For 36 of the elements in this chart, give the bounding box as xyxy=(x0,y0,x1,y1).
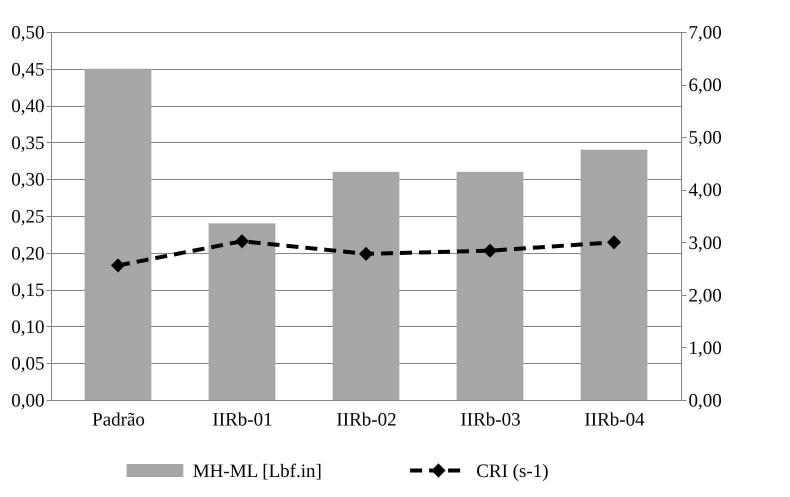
bar xyxy=(580,150,648,400)
y-tick-label: 0,05 xyxy=(11,354,44,375)
y2-tick-label: 6,00 xyxy=(688,75,722,96)
x-tick-label: IIRb-02 xyxy=(336,410,397,430)
bar xyxy=(208,223,276,400)
y-tick-label: 0,00 xyxy=(11,390,44,412)
y-tick-label: 0,50 xyxy=(11,22,44,44)
bar xyxy=(84,68,152,400)
x-tick-label: Padrão xyxy=(92,410,145,430)
point xyxy=(358,246,374,261)
point xyxy=(234,234,250,248)
y-tick-label: 0,10 xyxy=(11,316,44,338)
y-tick-label: 0,45 xyxy=(11,59,44,80)
point xyxy=(606,235,622,250)
y-tick-label: 0,20 xyxy=(11,243,44,264)
x-tick-label: IIRb-03 xyxy=(460,410,521,430)
bar xyxy=(456,172,524,400)
y2-tick-label: 1,00 xyxy=(688,338,722,359)
y-tick-label: 0,30 xyxy=(11,170,44,191)
y2-tick-label: 2,00 xyxy=(688,285,722,306)
y2-tick-label: 7,00 xyxy=(688,22,722,44)
x-tick-label: IIRb-01 xyxy=(212,410,273,430)
y-tick-label: 0,15 xyxy=(11,280,44,302)
y2-tick-label: 3,00 xyxy=(688,232,722,254)
y-tick-label: 0,25 xyxy=(11,206,44,228)
y2-tick-label: 0,00 xyxy=(688,390,722,412)
legend-label: MH-ML [Lbf.in] xyxy=(192,461,322,482)
point xyxy=(110,258,126,272)
point xyxy=(482,244,498,258)
legend-label: CRI (s-1) xyxy=(476,461,549,482)
y-tick-label: 0,40 xyxy=(11,96,44,118)
bar xyxy=(332,172,400,400)
y-tick-label: 0,35 xyxy=(11,132,44,154)
y2-tick-label: 5,00 xyxy=(688,128,722,149)
x-tick-label: IIRb-04 xyxy=(584,410,646,430)
y2-tick-label: 4,00 xyxy=(688,180,722,202)
